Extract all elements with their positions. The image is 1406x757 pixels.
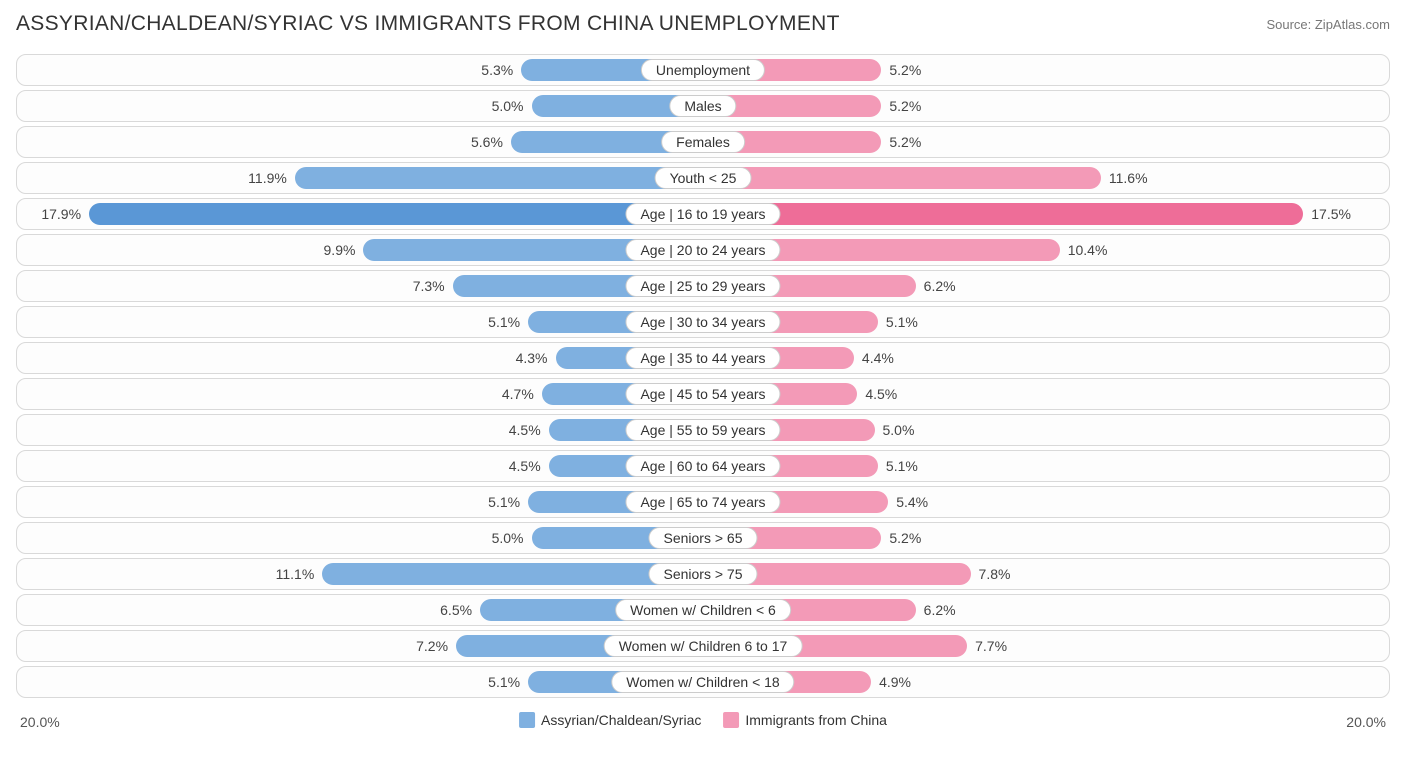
category-label: Women w/ Children < 6 <box>615 599 791 621</box>
chart-row: 5.1% 4.9% Women w/ Children < 18 <box>16 666 1390 698</box>
chart-row: 5.1% 5.4% Age | 65 to 74 years <box>16 486 1390 518</box>
value-right: 6.2% <box>916 271 956 301</box>
chart-row: 17.9% 17.5% Age | 16 to 19 years <box>16 198 1390 230</box>
category-label: Age | 65 to 74 years <box>625 491 780 513</box>
value-left: 4.5% <box>509 451 549 481</box>
value-right: 5.0% <box>875 415 915 445</box>
value-right: 5.2% <box>881 55 921 85</box>
value-right: 11.6% <box>1101 163 1148 193</box>
value-left: 5.1% <box>488 487 528 517</box>
chart-row: 11.1% 7.8% Seniors > 75 <box>16 558 1390 590</box>
value-right: 5.2% <box>881 523 921 553</box>
chart-row: 5.0% 5.2% Seniors > 65 <box>16 522 1390 554</box>
value-left: 17.9% <box>41 199 89 229</box>
value-left: 5.0% <box>492 523 532 553</box>
value-right: 7.7% <box>967 631 1007 661</box>
value-right: 4.4% <box>854 343 894 373</box>
category-label: Age | 60 to 64 years <box>625 455 780 477</box>
value-left: 5.3% <box>481 55 521 85</box>
value-left: 7.3% <box>413 271 453 301</box>
chart-row: 5.6% 5.2% Females <box>16 126 1390 158</box>
value-left: 4.5% <box>509 415 549 445</box>
value-left: 5.1% <box>488 307 528 337</box>
chart-row: 6.5% 6.2% Women w/ Children < 6 <box>16 594 1390 626</box>
chart-row: 7.3% 6.2% Age | 25 to 29 years <box>16 270 1390 302</box>
category-label: Age | 45 to 54 years <box>625 383 780 405</box>
category-label: Seniors > 75 <box>649 563 758 585</box>
chart-body: 5.3% 5.2% Unemployment 5.0% 5.2% Males 5.6% 5.2… <box>16 46 1390 706</box>
value-right: 7.8% <box>971 559 1011 589</box>
value-left: 5.6% <box>471 127 511 157</box>
source-attribution: Source: ZipAtlas.com <box>1266 17 1390 32</box>
chart-row: 11.9% 11.6% Youth < 25 <box>16 162 1390 194</box>
legend-label-right: Immigrants from China <box>745 712 887 728</box>
category-label: Seniors > 65 <box>649 527 758 549</box>
category-label: Age | 20 to 24 years <box>625 239 780 261</box>
value-right: 10.4% <box>1060 235 1108 265</box>
value-left: 9.9% <box>324 235 364 265</box>
category-label: Unemployment <box>641 59 765 81</box>
chart-row: 4.5% 5.0% Age | 55 to 59 years <box>16 414 1390 446</box>
value-right: 5.4% <box>888 487 928 517</box>
chart-row: 4.7% 4.5% Age | 45 to 54 years <box>16 378 1390 410</box>
category-label: Males <box>669 95 736 117</box>
value-left: 11.1% <box>276 559 323 589</box>
legend-swatch-left <box>519 712 535 728</box>
bar-right <box>703 203 1303 225</box>
value-right: 5.1% <box>878 451 918 481</box>
category-label: Age | 55 to 59 years <box>625 419 780 441</box>
bar-right <box>703 167 1101 189</box>
category-label: Women w/ Children < 18 <box>611 671 794 693</box>
chart-row: 4.3% 4.4% Age | 35 to 44 years <box>16 342 1390 374</box>
category-label: Females <box>661 131 745 153</box>
axis-max-right: 20.0% <box>1346 714 1386 730</box>
value-left: 7.2% <box>416 631 456 661</box>
value-left: 11.9% <box>248 163 295 193</box>
bar-left <box>322 563 703 585</box>
bar-left <box>89 203 703 225</box>
value-left: 4.7% <box>502 379 542 409</box>
category-label: Youth < 25 <box>655 167 752 189</box>
value-right: 6.2% <box>916 595 956 625</box>
category-label: Women w/ Children 6 to 17 <box>604 635 803 657</box>
value-left: 4.3% <box>516 343 556 373</box>
bar-left <box>295 167 703 189</box>
category-label: Age | 35 to 44 years <box>625 347 780 369</box>
chart-row: 4.5% 5.1% Age | 60 to 64 years <box>16 450 1390 482</box>
chart-footer: 20.0% Assyrian/Chaldean/Syriac Immigrant… <box>16 712 1390 738</box>
chart-header: ASSYRIAN/CHALDEAN/SYRIAC VS IMMIGRANTS F… <box>16 12 1390 36</box>
value-right: 17.5% <box>1303 199 1351 229</box>
axis-max-left: 20.0% <box>20 714 60 730</box>
chart-row: 5.3% 5.2% Unemployment <box>16 54 1390 86</box>
value-right: 5.2% <box>881 127 921 157</box>
legend-item-right: Immigrants from China <box>723 712 887 728</box>
category-label: Age | 16 to 19 years <box>625 203 780 225</box>
value-left: 5.0% <box>492 91 532 121</box>
chart-title: ASSYRIAN/CHALDEAN/SYRIAC VS IMMIGRANTS F… <box>16 12 840 36</box>
category-label: Age | 25 to 29 years <box>625 275 780 297</box>
legend: Assyrian/Chaldean/Syriac Immigrants from… <box>519 712 887 728</box>
chart-row: 9.9% 10.4% Age | 20 to 24 years <box>16 234 1390 266</box>
value-right: 4.5% <box>857 379 897 409</box>
value-left: 5.1% <box>488 667 528 697</box>
legend-swatch-right <box>723 712 739 728</box>
chart-row: 5.1% 5.1% Age | 30 to 34 years <box>16 306 1390 338</box>
category-label: Age | 30 to 34 years <box>625 311 780 333</box>
chart-row: 7.2% 7.7% Women w/ Children 6 to 17 <box>16 630 1390 662</box>
value-right: 5.2% <box>881 91 921 121</box>
legend-label-left: Assyrian/Chaldean/Syriac <box>541 712 701 728</box>
value-left: 6.5% <box>440 595 480 625</box>
value-right: 5.1% <box>878 307 918 337</box>
chart-row: 5.0% 5.2% Males <box>16 90 1390 122</box>
legend-item-left: Assyrian/Chaldean/Syriac <box>519 712 701 728</box>
value-right: 4.9% <box>871 667 911 697</box>
